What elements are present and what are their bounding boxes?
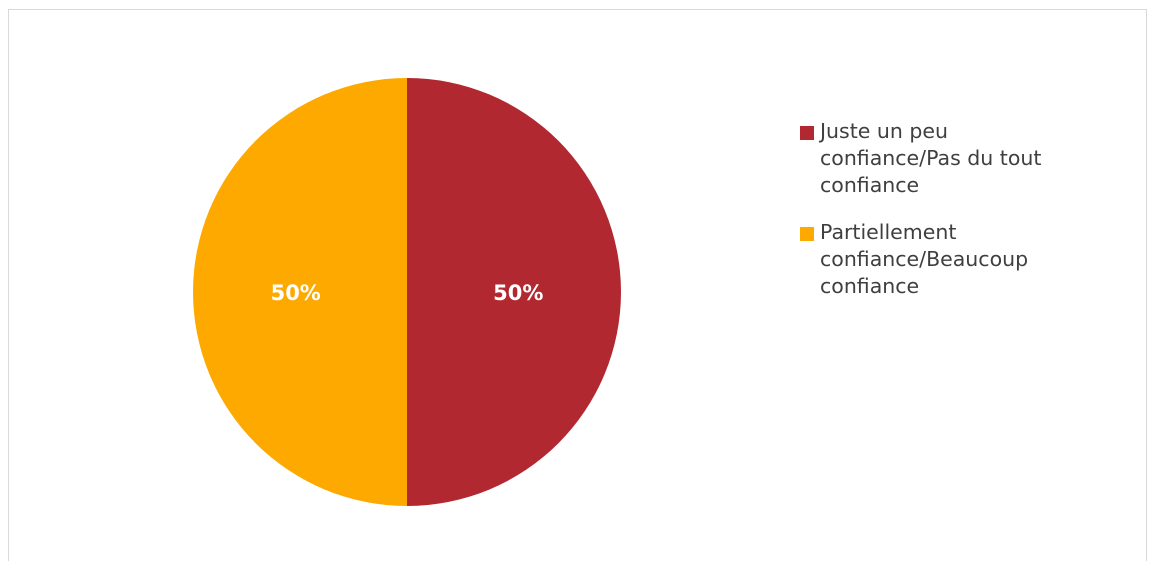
pie-slice-juste-un-peu [407, 78, 621, 506]
data-label-partiellement: 50% [271, 281, 321, 305]
legend-item-partiellement: Partiellement confiance/Beaucoup confian… [800, 219, 1130, 300]
legend-line: confiance [820, 274, 920, 298]
legend-label-juste-un-peu: Juste un peu confiance/Pas du tout confi… [820, 118, 1120, 199]
pie-labels: 50% 50% [271, 281, 544, 305]
legend-swatch-juste-un-peu [800, 126, 814, 140]
chart-frame [8, 9, 1147, 561]
legend-line: Juste un peu [820, 119, 949, 143]
legend-item-juste-un-peu: Juste un peu confiance/Pas du tout confi… [800, 118, 1130, 199]
data-label-juste-un-peu: 50% [493, 281, 543, 305]
legend-line: Partiellement [820, 220, 957, 244]
legend-line: confiance/Pas du tout [820, 146, 1042, 170]
pie-slices [193, 78, 621, 506]
legend-swatch-partiellement [800, 227, 814, 241]
legend-label-partiellement: Partiellement confiance/Beaucoup confian… [820, 219, 1120, 300]
legend-line: confiance [820, 173, 920, 197]
legend-line: confiance/Beaucoup [820, 247, 1029, 271]
pie-slice-partiellement [193, 78, 407, 506]
legend: Juste un peu confiance/Pas du tout confi… [800, 118, 1130, 320]
